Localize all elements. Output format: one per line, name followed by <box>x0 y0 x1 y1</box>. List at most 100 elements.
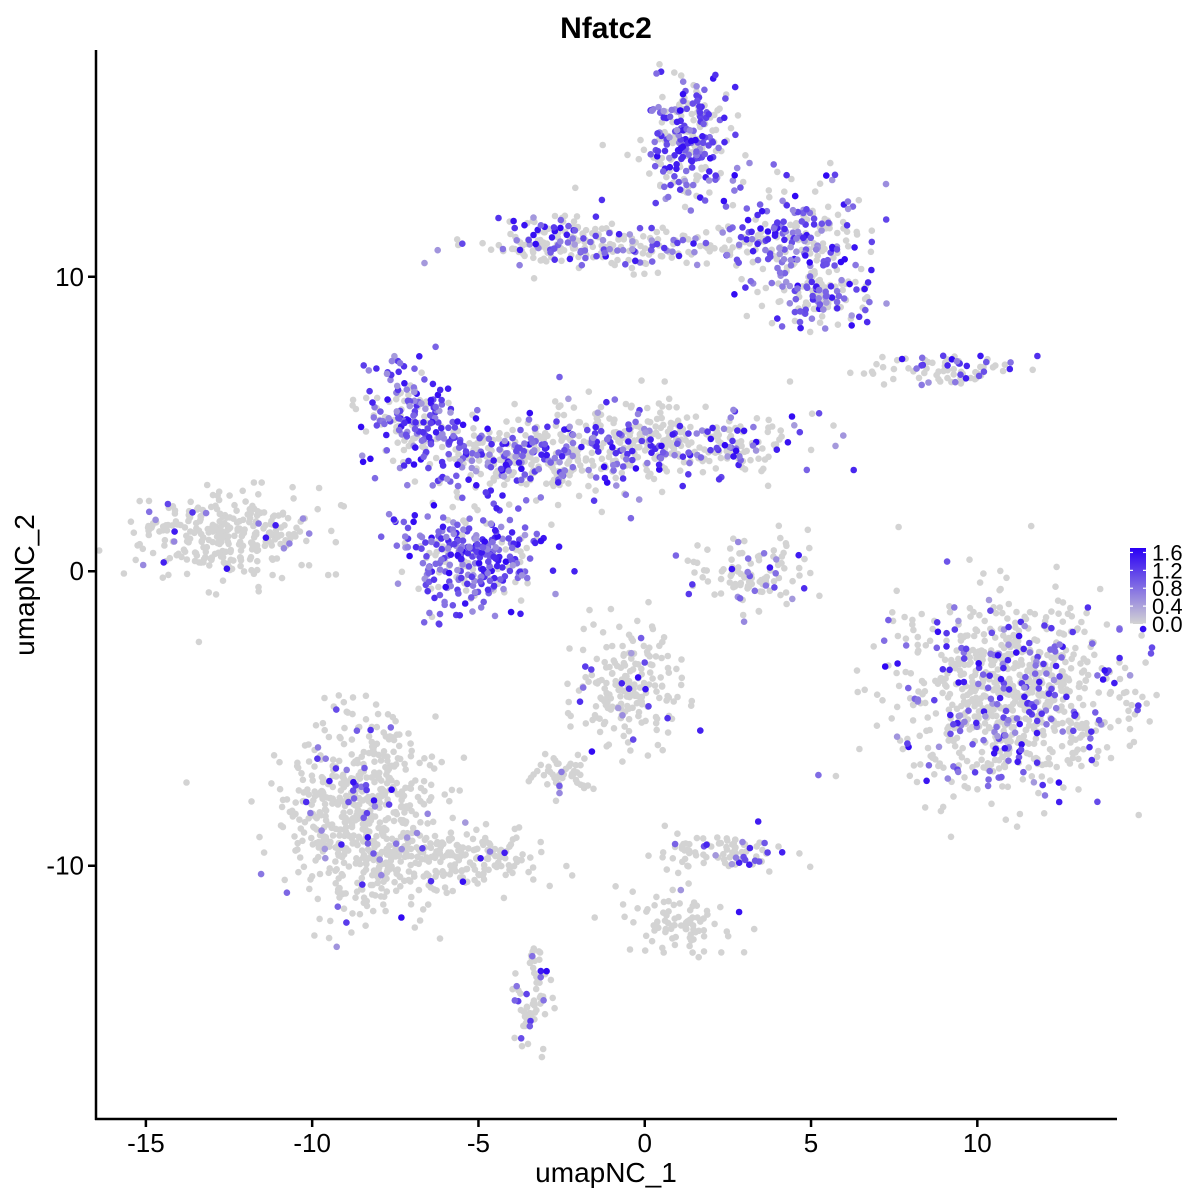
cell-point <box>997 567 1004 575</box>
cell-point <box>654 269 662 277</box>
cell-point <box>689 581 696 588</box>
cell-point <box>1011 729 1019 736</box>
cell-point <box>319 795 326 802</box>
cell-point <box>358 452 366 460</box>
cell-point <box>1067 604 1074 612</box>
cell-point <box>974 786 981 793</box>
cell-point <box>615 230 623 238</box>
cell-point <box>360 851 368 859</box>
cell-point <box>424 810 432 818</box>
cell-point <box>612 474 619 482</box>
cell-point <box>515 459 523 466</box>
cell-point <box>758 302 766 310</box>
cell-point <box>393 382 401 390</box>
cell-point <box>734 538 742 546</box>
cell-point <box>750 925 758 933</box>
cell-point <box>686 459 693 467</box>
cell-point <box>723 835 731 842</box>
cell-point <box>737 233 745 241</box>
cell-point <box>700 567 708 574</box>
cell-point <box>931 696 938 704</box>
cell-point <box>969 678 976 686</box>
cell-point <box>445 450 453 458</box>
cell-point <box>603 689 610 697</box>
cell-point <box>970 632 978 640</box>
cell-point <box>905 684 912 692</box>
cell-point <box>325 733 333 741</box>
cell-point <box>383 370 391 378</box>
cell-point <box>360 362 368 369</box>
cell-point <box>983 358 990 366</box>
cell-point <box>890 365 898 373</box>
cell-point <box>305 530 313 537</box>
cell-point <box>660 114 667 121</box>
cell-point <box>918 381 925 389</box>
cell-point <box>656 694 663 702</box>
cell-point <box>944 694 952 701</box>
cell-point <box>648 224 655 232</box>
cell-point <box>781 188 788 195</box>
cell-point <box>1139 625 1147 633</box>
cell-point <box>632 465 640 472</box>
cell-point <box>852 278 859 286</box>
cell-point <box>409 824 417 832</box>
cell-point <box>511 400 518 408</box>
cell-point <box>715 437 722 445</box>
cell-point <box>614 247 621 254</box>
cell-point <box>671 173 678 180</box>
cell-point <box>485 435 493 443</box>
cell-point <box>1054 597 1062 604</box>
cell-point <box>433 887 440 894</box>
cell-point <box>677 72 685 79</box>
cell-point <box>783 600 790 608</box>
cell-point <box>329 832 337 839</box>
cell-point <box>349 787 357 794</box>
cell-point <box>931 771 938 778</box>
cell-point <box>826 224 833 232</box>
cell-point <box>703 853 710 861</box>
cell-point <box>465 525 473 532</box>
cell-point <box>828 294 836 301</box>
cell-point <box>1067 718 1074 726</box>
cell-point <box>693 83 700 90</box>
cell-point <box>427 396 435 404</box>
cell-point <box>508 544 516 552</box>
cell-point <box>272 522 279 529</box>
cell-point <box>1107 724 1114 731</box>
cell-point <box>531 1002 538 1009</box>
x-tick-label: 0 <box>638 1128 652 1158</box>
cell-point <box>665 403 673 411</box>
cell-point <box>684 862 691 870</box>
cell-point <box>663 866 671 873</box>
cell-point <box>840 295 848 302</box>
cell-point <box>553 418 560 425</box>
cell-point <box>1042 760 1050 768</box>
cell-point <box>359 797 367 804</box>
cell-point <box>1019 776 1027 783</box>
cell-point <box>679 453 687 461</box>
cell-point <box>145 508 153 516</box>
cell-point <box>815 410 823 417</box>
cell-point <box>341 818 349 826</box>
cell-point <box>537 967 545 975</box>
cell-point <box>675 252 683 260</box>
cell-point <box>225 540 232 548</box>
cell-point <box>715 224 722 232</box>
cell-point <box>373 422 381 429</box>
cell-point <box>1143 700 1150 707</box>
cell-point <box>714 107 721 114</box>
cell-point <box>518 476 525 484</box>
cell-point <box>818 227 825 234</box>
cell-point <box>404 397 412 405</box>
cell-point <box>949 701 956 709</box>
cell-point <box>764 228 772 235</box>
cell-point <box>636 224 644 232</box>
cell-point <box>661 183 668 191</box>
cell-point <box>939 803 947 811</box>
cell-point <box>353 727 361 734</box>
cell-point <box>902 635 910 642</box>
cell-point <box>431 594 438 602</box>
cell-point <box>717 839 725 847</box>
cell-point <box>197 530 205 538</box>
cell-point <box>490 582 498 590</box>
